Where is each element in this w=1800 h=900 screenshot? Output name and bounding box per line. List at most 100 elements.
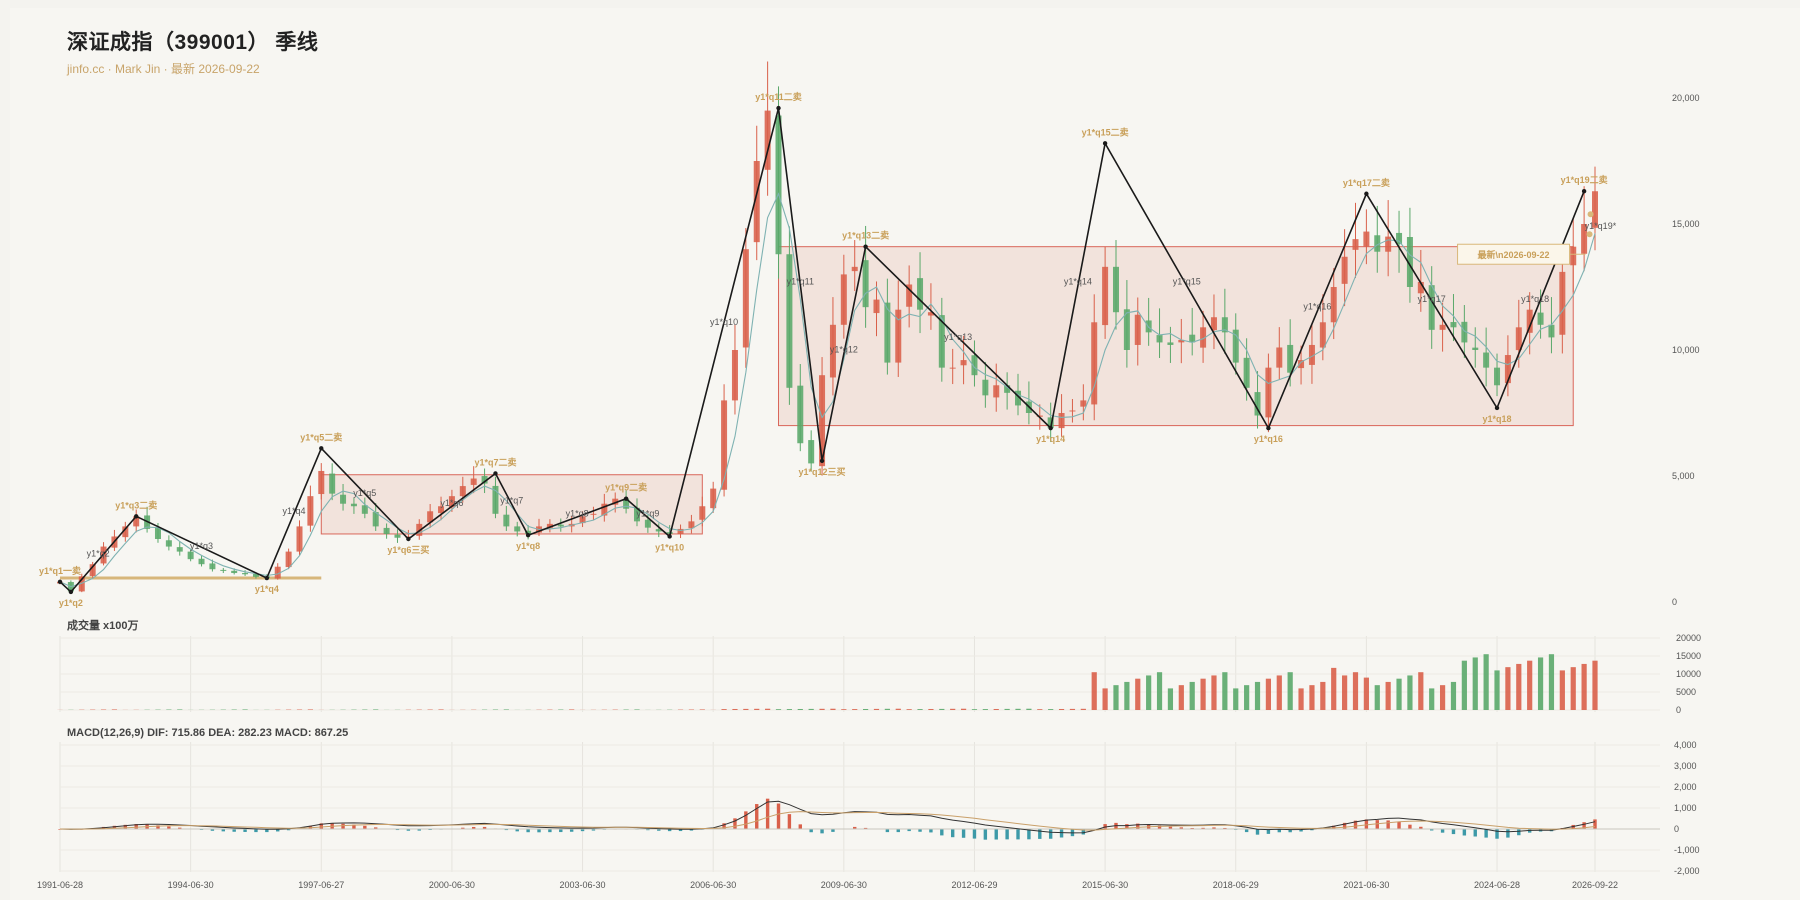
macd-bar bbox=[591, 829, 596, 831]
volume-bar bbox=[1276, 675, 1282, 710]
volume-bar bbox=[1352, 672, 1359, 710]
volume-bar bbox=[906, 709, 912, 710]
macd-bar bbox=[1223, 827, 1227, 829]
pivot-point bbox=[319, 446, 324, 451]
candle-body bbox=[808, 440, 815, 464]
volume-bar bbox=[1461, 660, 1467, 710]
macd-bar bbox=[1136, 823, 1140, 829]
segment-label: y1*q14 bbox=[1064, 276, 1092, 286]
macd-bar bbox=[167, 826, 171, 829]
candle-body bbox=[296, 526, 303, 552]
candle-body bbox=[1265, 367, 1272, 418]
macd-bar bbox=[1364, 819, 1369, 829]
candle-body bbox=[1004, 385, 1011, 393]
volume-bar bbox=[1527, 660, 1533, 710]
volume-bar bbox=[808, 708, 814, 710]
candle-body bbox=[1254, 392, 1261, 416]
volume-bar bbox=[1091, 672, 1097, 710]
candle-body bbox=[1287, 344, 1294, 373]
candle-body bbox=[971, 355, 978, 376]
candle-body bbox=[590, 513, 597, 515]
pivot-point bbox=[264, 575, 270, 581]
macd-axis-tick: -2,000 bbox=[1674, 866, 1700, 876]
candle-body bbox=[340, 494, 347, 504]
macd-bar bbox=[1005, 829, 1009, 840]
volume-bar bbox=[1048, 709, 1054, 710]
candle-body bbox=[666, 532, 673, 534]
latest-marker-dot bbox=[1587, 211, 1594, 218]
macd-bar bbox=[515, 829, 519, 832]
candle-body bbox=[372, 512, 379, 527]
candle-body bbox=[895, 309, 902, 363]
pivot-label: y1*q3二卖 bbox=[115, 499, 157, 510]
macd-bar bbox=[1179, 827, 1184, 829]
macd-bar bbox=[863, 827, 868, 829]
candle-body bbox=[1156, 335, 1163, 343]
pivot-point bbox=[525, 533, 531, 538]
volume-bar bbox=[1015, 708, 1021, 710]
macd-bar bbox=[820, 829, 824, 834]
candle-body bbox=[1069, 410, 1076, 412]
candle-body bbox=[1178, 339, 1185, 343]
pivot-label: y1*q15二卖 bbox=[1082, 126, 1129, 137]
macd-bar bbox=[853, 826, 857, 829]
volume-bar bbox=[438, 709, 444, 710]
candle-body bbox=[220, 569, 227, 571]
volume-bar bbox=[786, 709, 792, 710]
candle-body bbox=[1385, 236, 1392, 252]
volume-bars bbox=[57, 654, 1598, 710]
candle-body bbox=[1548, 324, 1555, 338]
axis-labels: 0 5,000 10,000 15,000 20,000 0 5000 10000 15000 2… bbox=[37, 93, 1701, 890]
volume-bar bbox=[732, 708, 738, 710]
segment-label: y1*q17 bbox=[1418, 294, 1446, 304]
chart-card bbox=[10, 8, 1800, 900]
candle-body bbox=[350, 503, 357, 507]
segment-label: y1*q19* bbox=[1585, 221, 1617, 231]
segment-label: y1*q5 bbox=[353, 488, 376, 498]
macd-bar bbox=[1375, 820, 1379, 829]
candle-body bbox=[1581, 224, 1588, 254]
candle-body bbox=[1058, 413, 1065, 429]
date-axis-tick: 2009-06-30 bbox=[821, 880, 867, 890]
pivot-label: y1*q2 bbox=[59, 598, 83, 608]
volume-bar bbox=[1298, 688, 1304, 710]
macd-bar bbox=[265, 829, 269, 833]
segment-label: y1*q2 bbox=[87, 549, 110, 559]
candle-body bbox=[786, 254, 793, 388]
volume-bar bbox=[569, 709, 575, 710]
pivot-label: y1*q9二卖 bbox=[605, 482, 647, 493]
macd-bar bbox=[1462, 829, 1467, 836]
candle-body bbox=[459, 486, 466, 497]
macd-axis-tick: 0 bbox=[1674, 824, 1679, 834]
candle-body bbox=[775, 115, 782, 255]
macd-bar bbox=[907, 829, 911, 832]
segment-label: y1*q3 bbox=[190, 541, 213, 551]
macd-bar bbox=[657, 829, 661, 831]
candle-body bbox=[1352, 239, 1359, 250]
pivot-label: y1*q18 bbox=[1483, 414, 1512, 424]
macd-bar bbox=[548, 829, 552, 833]
ma-line bbox=[59, 192, 1596, 588]
candle-body bbox=[721, 400, 728, 490]
macd-bar bbox=[755, 804, 759, 829]
volume-bar bbox=[1450, 681, 1457, 710]
macd-axis-tick: 1,000 bbox=[1674, 803, 1697, 813]
candle-body bbox=[1112, 266, 1119, 313]
macd-bar bbox=[809, 829, 813, 833]
page-title: 深证成指（399001） 季线 bbox=[67, 31, 319, 54]
volume-bar bbox=[1233, 688, 1239, 710]
macd-bar bbox=[461, 827, 465, 829]
candle-body bbox=[361, 505, 368, 514]
candle-body bbox=[557, 524, 564, 527]
volume-bar bbox=[1570, 667, 1576, 710]
candle-body bbox=[252, 574, 259, 577]
macd-bar bbox=[1310, 829, 1314, 831]
volume-bar bbox=[765, 708, 771, 710]
date-axis-tick: 2015-06-30 bbox=[1082, 880, 1128, 890]
macd-bar bbox=[395, 829, 400, 831]
candle-body bbox=[1428, 285, 1435, 330]
volume-bar bbox=[1407, 675, 1413, 710]
candle-body bbox=[1221, 317, 1228, 333]
macd-bar bbox=[319, 823, 323, 829]
macd-bar bbox=[1157, 825, 1162, 829]
